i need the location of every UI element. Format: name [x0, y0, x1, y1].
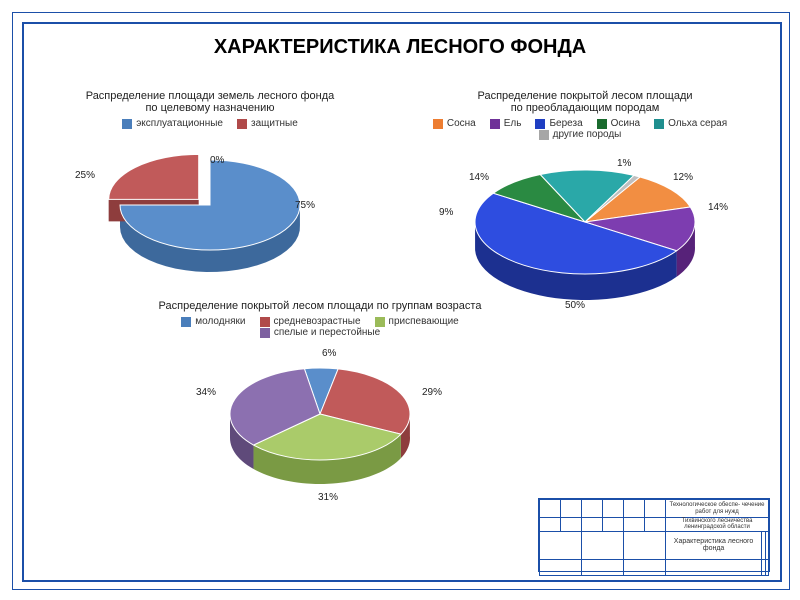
pie-slice-label: 1% [617, 158, 631, 169]
legend-label: средневозрастные [274, 316, 361, 327]
title-block-center: Характеристика лесного фонда [666, 531, 762, 559]
title-block-line1: Технологическое обеспе- чечение работ дл… [666, 500, 769, 518]
legend-label: приспевающие [389, 316, 459, 327]
chart1-title-line1: Распределение площади земель лесного фон… [60, 90, 360, 102]
legend-swatch [122, 119, 132, 129]
chart2-pie: 12% 14% 50% 9% 14% 1% [425, 142, 745, 322]
legend-item: Сосна [433, 118, 476, 129]
legend-item: молодняки [181, 316, 245, 327]
legend-item: Осина [597, 118, 640, 129]
legend-swatch [433, 119, 443, 129]
legend-label: Ель [504, 118, 522, 129]
legend-label: Ольха серая [668, 118, 727, 129]
chart1-title-line2: по целевому назначению [60, 102, 360, 114]
title-block-line2: Тихвинского лесничества ленинградской об… [666, 518, 769, 532]
pie-slice-label: 0% [210, 155, 224, 166]
legend-swatch [535, 119, 545, 129]
chart1-purpose-distribution: Распределение площади земель лесного фон… [60, 90, 360, 295]
pie-slice-label: 31% [318, 492, 338, 503]
legend-label: эксплуатационные [136, 118, 223, 129]
legend-swatch [375, 317, 385, 327]
legend-swatch [490, 119, 500, 129]
pie-slice-label: 29% [422, 387, 442, 398]
pie-slice-label: 34% [196, 387, 216, 398]
pie-slice-label: 25% [75, 170, 95, 181]
legend-label: Осина [611, 118, 640, 129]
legend-swatch [181, 317, 191, 327]
page-title: ХАРАКТЕРИСТИКА ЛЕСНОГО ФОНДА [0, 36, 800, 59]
title-block-table: Технологическое обеспе- чечение работ дл… [539, 499, 769, 576]
legend-label: другие породы [553, 129, 622, 140]
legend-item: спелые и перестойные [260, 327, 380, 338]
legend-item: средневозрастные [260, 316, 361, 327]
legend-item: Ольха серая [654, 118, 727, 129]
chart3-legend: молодняки средневозрастные приспевающие спе… [160, 316, 480, 338]
legend-label: защитные [251, 118, 298, 129]
pie-slice-label: 12% [673, 172, 693, 183]
legend-label: спелые и перестойные [274, 327, 380, 338]
chart2-title-line1: Распределение покрытой лесом площади [410, 90, 760, 102]
legend-item: Ель [490, 118, 522, 129]
legend-label: Береза [549, 118, 582, 129]
pie-slice-label: 75% [295, 200, 315, 211]
chart2-pie-svg [425, 142, 745, 322]
legend-label: Сосна [447, 118, 476, 129]
pie-slice-label: 14% [469, 172, 489, 183]
legend-item: эксплуатационные [122, 118, 223, 129]
legend-swatch [237, 119, 247, 129]
chart2-title-line2: по преобладающим породам [410, 102, 760, 114]
chart1-pie: 75% 25% 0% [70, 135, 350, 295]
legend-swatch [260, 328, 270, 338]
chart3-pie: 6% 29% 31% 34% [190, 342, 450, 512]
chart2-legend: Сосна Ель Береза Осина Ольха серая другие пор… [410, 118, 750, 140]
legend-swatch [654, 119, 664, 129]
drawing-title-block: Технологическое обеспе- чечение работ дл… [538, 498, 770, 572]
chart3-title-line1: Распределение покрытой лесом площади по … [120, 300, 520, 312]
chart1-legend: эксплуатационные защитные [60, 118, 360, 129]
legend-item: приспевающие [375, 316, 459, 327]
legend-swatch [539, 130, 549, 140]
pie-slice-label: 6% [322, 348, 336, 359]
chart2-species-distribution: Распределение покрытой лесом площади по … [410, 90, 760, 322]
pie-slice-label: 50% [565, 300, 585, 311]
chart3-age-distribution: Распределение покрытой лесом площади по … [120, 300, 520, 512]
pie-slice-label: 9% [439, 207, 453, 218]
legend-item: Береза [535, 118, 582, 129]
legend-item: защитные [237, 118, 298, 129]
chart3-pie-svg [190, 342, 450, 512]
pie-slice-label: 14% [708, 202, 728, 213]
legend-swatch [260, 317, 270, 327]
legend-label: молодняки [195, 316, 245, 327]
legend-swatch [597, 119, 607, 129]
legend-item: другие породы [539, 129, 622, 140]
